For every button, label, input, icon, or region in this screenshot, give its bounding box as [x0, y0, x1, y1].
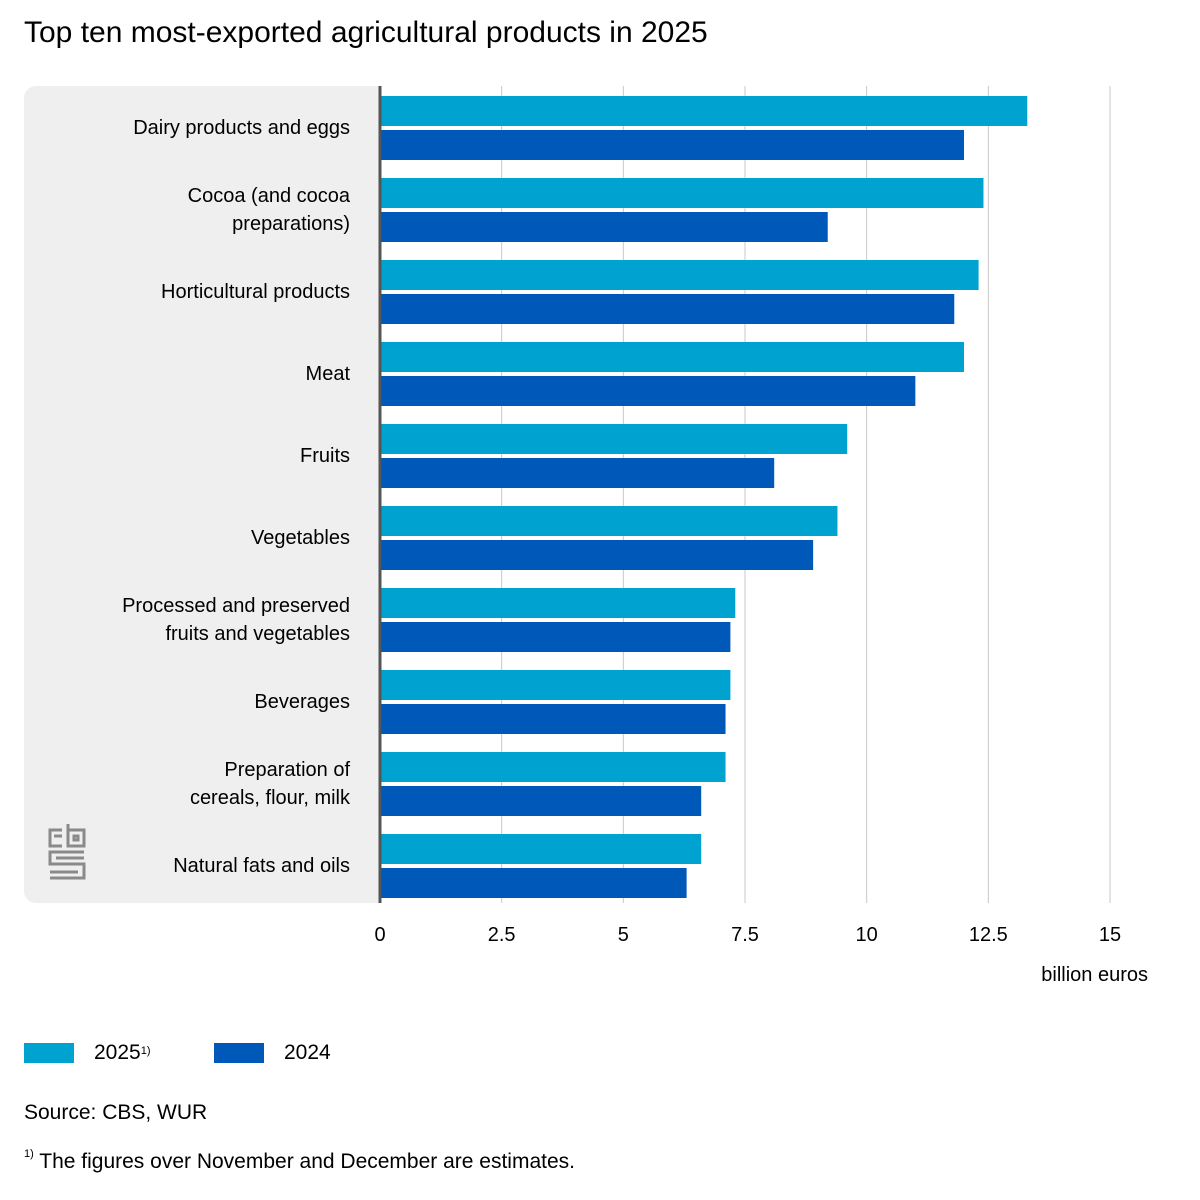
- x-tick-label: 0: [374, 924, 386, 946]
- bar-2025: [380, 670, 731, 700]
- category-label-line: cereals, flour, milk: [189, 787, 350, 809]
- category-panel: [24, 86, 380, 903]
- category-label-line: Processed and preserved: [122, 595, 350, 617]
- x-tick-label: 2.5: [487, 924, 516, 946]
- category-label-line: Beverages: [254, 691, 350, 713]
- category-label: Meat: [306, 360, 350, 388]
- chart-title: Top ten most-exported agricultural produ…: [24, 16, 708, 49]
- bar-2024: [380, 540, 814, 570]
- category-label: Horticultural products: [161, 278, 350, 306]
- bar-2024: [380, 786, 702, 816]
- bar-2025: [380, 588, 736, 618]
- category-label-line: preparations): [232, 213, 350, 235]
- bar-2025: [380, 506, 838, 536]
- x-tick-label: 12.5: [968, 924, 1008, 946]
- category-label-line: Meat: [305, 363, 350, 385]
- x-tick-label: 7.5: [731, 924, 759, 946]
- legend-item-2025: 2025 1): [24, 1041, 151, 1065]
- category-label: Natural fats and oils: [173, 852, 350, 880]
- category-label: Processed and preserved fruits and vegeta…: [122, 592, 350, 648]
- legend-swatch: [24, 1043, 74, 1063]
- bar-2025: [380, 178, 984, 208]
- bar-2024: [380, 376, 916, 406]
- category-label: Fruits: [300, 442, 350, 470]
- bar-2025: [380, 834, 702, 864]
- category-label: Cocoa (and cocoa preparations): [188, 182, 350, 238]
- category-label-line: Cocoa (and cocoa: [187, 185, 350, 207]
- cbs-logo: [48, 824, 86, 880]
- source-note: Source: CBS, WUR: [24, 1101, 208, 1124]
- bar-2025: [380, 96, 1028, 126]
- category-label: Preparation of cereals, flour, milk: [190, 756, 350, 812]
- x-tick-label: 15: [1098, 924, 1122, 946]
- category-label-line: Vegetables: [251, 527, 350, 549]
- x-axis-label: billion euros: [1041, 964, 1148, 986]
- category-label-line: Fruits: [300, 445, 350, 467]
- category-label-line: Natural fats and oils: [173, 855, 350, 877]
- bar-2024: [380, 130, 964, 160]
- bar-2024: [380, 704, 726, 734]
- category-label: Dairy products and eggs: [133, 114, 350, 142]
- bar-2024: [380, 294, 955, 324]
- bar-2024: [380, 212, 828, 242]
- bar-2025: [380, 260, 979, 290]
- category-label: Beverages: [254, 688, 350, 716]
- x-tick-label: 5: [617, 924, 629, 946]
- bar-2025: [380, 752, 726, 782]
- category-label: Vegetables: [251, 524, 350, 552]
- category-label-line: Preparation of: [224, 759, 350, 781]
- bar-2025: [380, 342, 964, 372]
- bar-2024: [380, 868, 687, 898]
- category-label-line: fruits and vegetables: [165, 623, 350, 645]
- category-label-line: Horticultural products: [161, 281, 350, 303]
- bar-2024: [380, 622, 731, 652]
- bar-2024: [380, 458, 775, 488]
- x-tick-label: 10: [855, 924, 878, 946]
- legend-item-2024: 2024: [214, 1041, 331, 1065]
- footnote: 1) The figures over November and Decembe…: [24, 1148, 575, 1173]
- legend-swatch: [214, 1043, 264, 1063]
- category-label-line: Dairy products and eggs: [133, 117, 350, 139]
- bar-2025: [380, 424, 848, 454]
